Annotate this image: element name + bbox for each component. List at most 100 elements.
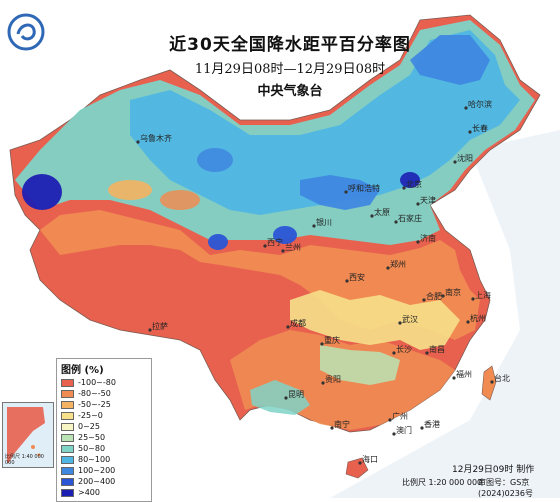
city-marker: 澳门: [392, 425, 412, 436]
city-marker: 台北: [490, 373, 510, 384]
city-dot: [466, 320, 470, 324]
city-dot: [453, 160, 457, 164]
zone-blue-north: [130, 30, 520, 215]
city-label: 太原: [374, 207, 390, 217]
city-dot: [420, 426, 424, 430]
legend-item: -50~-25: [61, 399, 147, 410]
city-marker: 福州: [452, 370, 472, 380]
legend: 图例 (%) -100~-80 -80~-50 -50~-25 -25~0 0~25 25…: [56, 358, 152, 502]
city-dot: [464, 106, 468, 110]
city-marker: 合肥: [422, 291, 442, 302]
legend-label: 25~50: [78, 433, 106, 442]
title-block: 近30天全国降水距平百分率图 11月29日08时—12月29日08时 中央气象台: [150, 30, 430, 99]
city-label: 天津: [420, 195, 436, 205]
city-marker: 重庆: [320, 335, 340, 346]
legend-label: 100~200: [78, 466, 116, 475]
city-label: 长春: [472, 123, 488, 133]
city-marker: 昆明: [284, 390, 304, 400]
legend-swatch: [61, 455, 74, 464]
legend-item: 50~80: [61, 443, 147, 454]
inset-map-graphic: [7, 407, 45, 463]
city-dot: [386, 266, 390, 270]
legend-swatch: [61, 433, 74, 442]
city-label: 澳门: [396, 425, 412, 435]
south-china-sea-inset: 比例尺 1:40 000 000: [2, 402, 54, 468]
city-label: 郑州: [390, 259, 406, 269]
city-dot: [416, 202, 420, 206]
zone-deep-blue-ne: [410, 35, 490, 85]
map-agency: 中央气象台: [257, 84, 323, 99]
zone-darkest-blue-north: [400, 172, 420, 188]
legend-label: -80~-50: [78, 389, 111, 398]
city-marker: 哈尔滨: [464, 99, 492, 110]
city-marker: 郑州: [386, 259, 406, 270]
zone-green-central: [320, 345, 400, 385]
city-marker: 香港: [420, 419, 440, 430]
city-marker: 南京: [441, 287, 461, 298]
city-label: 台北: [494, 373, 510, 383]
taiwan-island: [481, 365, 497, 401]
city-label: 广州: [392, 411, 408, 421]
city-label: 济南: [420, 233, 436, 243]
city-label: 银川: [316, 217, 332, 227]
legend-item: 200~400: [61, 476, 147, 487]
city-label: 南昌: [429, 344, 445, 354]
city-dot: [312, 224, 316, 228]
city-label: 沈阳: [457, 153, 473, 163]
city-dot: [345, 279, 349, 283]
city-marker: 长春: [468, 123, 488, 134]
city-dot: [425, 351, 429, 355]
legend-swatch: [61, 411, 74, 420]
city-marker: 武汉: [398, 314, 418, 325]
city-dot: [148, 328, 152, 332]
city-label: 昆明: [288, 390, 304, 399]
city-marker: 长沙: [392, 344, 412, 355]
legend-swatch: [61, 466, 74, 475]
city-dot: [392, 351, 396, 355]
cma-logo: [7, 13, 45, 51]
zone-darkest-blue-xinjiang: [22, 174, 62, 210]
city-marker: 西安: [345, 272, 365, 283]
legend-swatch: [61, 488, 74, 497]
city-marker: 呼和浩特: [344, 183, 380, 194]
legend-label: -50~-25: [78, 400, 111, 409]
legend-label: -25~0: [78, 411, 103, 420]
city-marker: 拉萨: [148, 321, 168, 332]
review-number: 审图号：GS京(2024)0236号: [478, 478, 533, 498]
city-dot: [370, 214, 374, 218]
zone-deep-blue-nm: [300, 175, 380, 210]
city-dot: [416, 240, 420, 244]
city-label: 南京: [445, 287, 461, 297]
city-marker: 成都: [286, 318, 306, 329]
city-dot: [320, 342, 324, 346]
zone-teal-yunnan: [250, 380, 310, 415]
legend-label: -100~-80: [78, 378, 116, 387]
city-label: 西宁: [267, 237, 283, 247]
zone-yellow-xinjiang: [108, 180, 152, 200]
legend-item: -100~-80: [61, 377, 147, 388]
map-period: 11月29日08时—12月29日08时: [194, 62, 386, 77]
legend-item: 0~25: [61, 421, 147, 432]
city-dot: [468, 130, 472, 134]
legend-swatch: [61, 444, 74, 453]
city-marker: 南昌: [425, 344, 445, 355]
city-dot: [284, 396, 288, 400]
zone-blue-north-spot: [197, 148, 233, 172]
legend-item: -80~-50: [61, 388, 147, 399]
city-dot: [471, 297, 475, 301]
legend-swatch: [61, 400, 74, 409]
city-label: 石家庄: [398, 213, 422, 223]
city-label: 福州: [456, 370, 472, 379]
city-dot: [452, 376, 456, 380]
city-dot: [422, 298, 426, 302]
legend-item: -25~0: [61, 410, 147, 421]
city-dot: [398, 321, 402, 325]
legend-label: 80~100: [78, 455, 111, 464]
city-label: 香港: [424, 419, 440, 429]
city-label: 上海: [475, 290, 491, 300]
zone-darkest-blue-gansu: [273, 226, 297, 244]
legend-label: 200~400: [78, 477, 116, 486]
city-label: 成都: [290, 318, 306, 328]
city-dot: [321, 381, 325, 385]
